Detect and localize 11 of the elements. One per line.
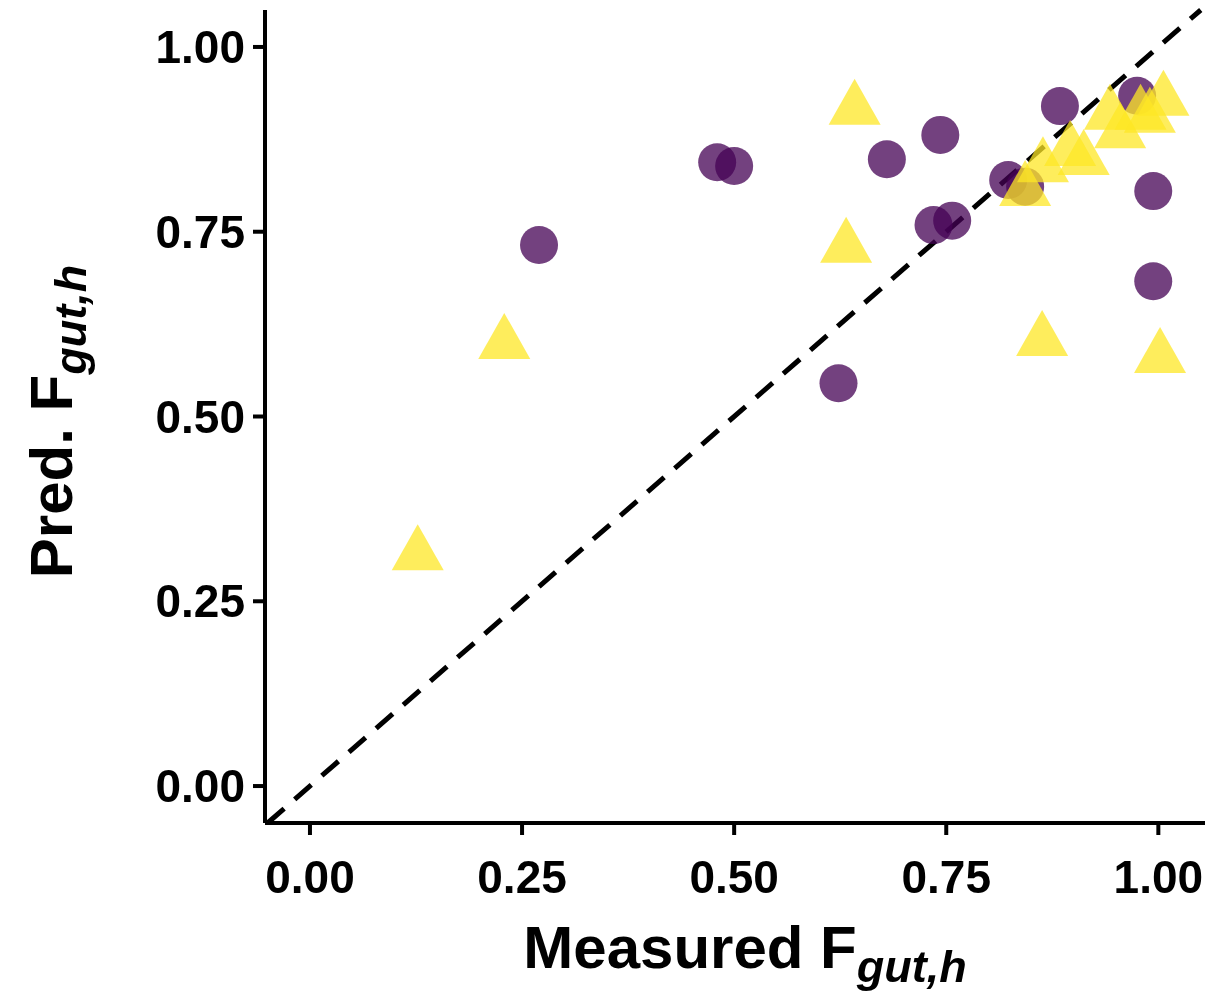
y-tick-label: 0.50 xyxy=(155,390,245,443)
y-tick-label: 0.00 xyxy=(155,760,245,813)
y-tick-label: 0.25 xyxy=(155,575,245,628)
y-tick-label: 1.00 xyxy=(155,21,245,74)
x-tick-label: 0.00 xyxy=(265,851,355,903)
x-tick-label: 0.75 xyxy=(901,851,992,903)
y-tick-label: 0.75 xyxy=(155,205,245,258)
x-axis-title: Measured F$_{gut,h}$ xyxy=(523,914,967,992)
x-tick-label: 0.25 xyxy=(477,851,567,903)
x-tick-label: 0.50 xyxy=(689,851,779,903)
x-tick-label: 1.00 xyxy=(1113,851,1204,903)
